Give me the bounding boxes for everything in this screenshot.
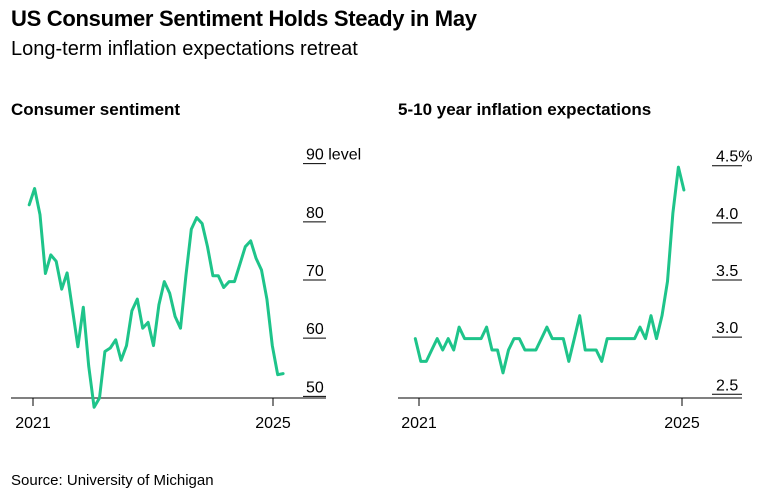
x-tick-label-0-0: 2021: [15, 415, 51, 432]
y-tick-label-0-4: 50: [306, 379, 324, 396]
x-tick-label-1-1: 2025: [664, 415, 700, 432]
x-tick-label-1-0: 2021: [401, 415, 437, 432]
y-tick-label-0-2: 70: [306, 263, 324, 280]
series-line-1: [413, 165, 686, 375]
y-tick-label-1-2: 3.5: [716, 263, 738, 280]
chart-title: US Consumer Sentiment Holds Steady in Ma…: [11, 6, 477, 31]
source-note: Source: University of Michigan: [11, 472, 214, 489]
y-tick-label-1-4: 2.5: [716, 377, 738, 394]
y-tick-label-0-0: 90 level: [306, 147, 361, 164]
y-tick-label-0-1: 80: [306, 205, 324, 222]
x-tick-label-0-1: 2025: [255, 415, 291, 432]
y-tick-label-1-1: 4.0: [716, 206, 738, 223]
chart-subtitle: Long-term inflation expectations retreat: [11, 38, 358, 60]
y-tick-label-1-3: 3.0: [716, 320, 738, 337]
panel-title-sentiment: Consumer sentiment: [11, 100, 181, 119]
panel-title-inflation: 5-10 year inflation expectations: [398, 100, 652, 119]
y-tick-label-1-0: 4.5%: [716, 149, 752, 166]
series-line-0: [27, 187, 285, 409]
y-tick-label-0-3: 60: [306, 321, 324, 338]
